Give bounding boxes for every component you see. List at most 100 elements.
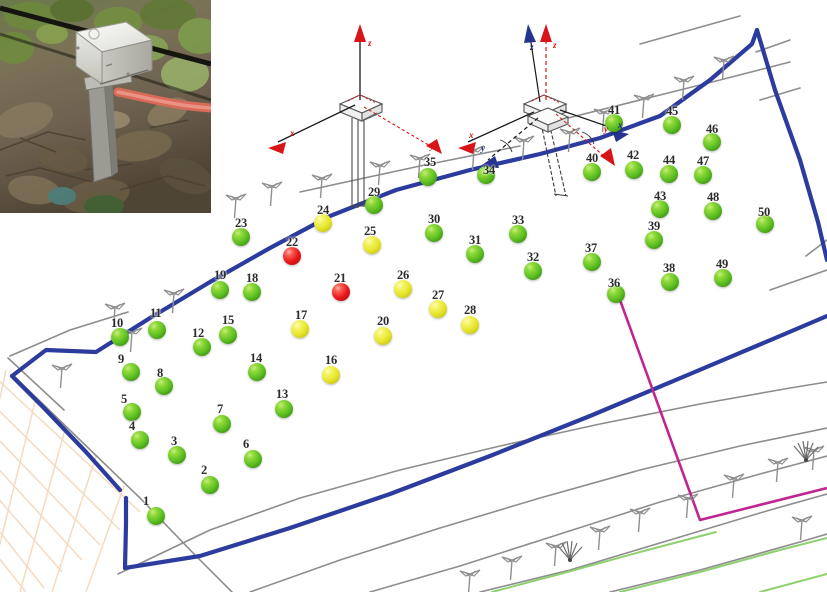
sensor-axis-triad-left — [268, 24, 442, 208]
measurement-point-18[interactable] — [243, 283, 261, 301]
site-boundary — [9, 27, 827, 571]
measurement-point-49[interactable] — [714, 269, 732, 287]
measurement-point-21[interactable] — [332, 283, 350, 301]
measurement-point-label-44: 44 — [663, 153, 675, 167]
measurement-point-46[interactable] — [703, 133, 721, 151]
measurement-point-label-38: 38 — [663, 261, 675, 275]
field-photo-inset — [0, 0, 211, 213]
measurement-point-label-48: 48 — [707, 190, 719, 204]
measurement-point-label-13: 13 — [276, 387, 288, 401]
measurement-point-7[interactable] — [213, 415, 231, 433]
axis-letter-y-red-7: y — [604, 124, 608, 134]
measurement-point-20[interactable] — [374, 327, 392, 345]
measurement-point-32[interactable] — [524, 262, 542, 280]
measurement-point-44[interactable] — [660, 165, 678, 183]
measurement-point-label-6: 6 — [243, 437, 249, 451]
measurement-point-label-30: 30 — [428, 212, 440, 226]
measurement-point-42[interactable] — [625, 161, 643, 179]
measurement-point-label-35: 35 — [424, 155, 436, 169]
measurement-point-9[interactable] — [122, 363, 140, 381]
measurement-point-17[interactable] — [291, 320, 309, 338]
measurement-point-48[interactable] — [704, 202, 722, 220]
measurement-point-8[interactable] — [155, 377, 173, 395]
measurement-point-label-12: 12 — [192, 326, 204, 340]
measurement-point-6[interactable] — [244, 450, 262, 468]
measurement-point-36[interactable] — [607, 285, 625, 303]
measurement-point-3[interactable] — [168, 446, 186, 464]
contour-lines — [7, 15, 827, 592]
measurement-point-38[interactable] — [661, 273, 679, 291]
measurement-point-35[interactable] — [419, 168, 437, 186]
measurement-point-label-29: 29 — [368, 185, 380, 199]
measurement-point-19[interactable] — [211, 281, 229, 299]
measurement-point-22[interactable] — [283, 247, 301, 265]
measurement-point-28[interactable] — [461, 316, 479, 334]
axis-letter-x-blue-8: x — [618, 120, 623, 130]
measurement-point-label-15: 15 — [222, 313, 234, 327]
measurement-point-50[interactable] — [756, 215, 774, 233]
axis-letter-z-red-0: z — [368, 38, 372, 48]
measurement-point-label-27: 27 — [432, 288, 444, 302]
tree-symbols-lower — [459, 440, 825, 592]
measurement-point-27[interactable] — [429, 300, 447, 318]
measurement-point-label-2: 2 — [201, 463, 207, 477]
measurement-point-label-18: 18 — [246, 271, 258, 285]
measurement-point-4[interactable] — [131, 431, 149, 449]
measurement-point-label-50: 50 — [758, 205, 770, 219]
measurement-point-label-5: 5 — [121, 392, 127, 406]
axis-letter-y-red-2: y — [430, 141, 434, 151]
measurement-point-13[interactable] — [275, 400, 293, 418]
measurement-point-label-36: 36 — [608, 276, 620, 290]
measurement-point-label-39: 39 — [648, 219, 660, 233]
measurement-point-label-9: 9 — [118, 352, 124, 366]
measurement-point-label-10: 10 — [111, 316, 123, 330]
measurement-point-15[interactable] — [219, 326, 237, 344]
measurement-point-12[interactable] — [193, 338, 211, 356]
measurement-point-45[interactable] — [663, 116, 681, 134]
measurement-point-34[interactable] — [477, 166, 495, 184]
survey-grid — [0, 369, 141, 592]
measurement-point-label-33: 33 — [512, 213, 524, 227]
measurement-point-41[interactable] — [605, 114, 623, 132]
measurement-point-label-20: 20 — [377, 314, 389, 328]
measurement-point-39[interactable] — [645, 231, 663, 249]
measurement-point-label-4: 4 — [129, 419, 135, 433]
measurement-point-5[interactable] — [123, 403, 141, 421]
measurement-point-23[interactable] — [232, 228, 250, 246]
measurement-point-33[interactable] — [509, 225, 527, 243]
measurement-point-40[interactable] — [583, 163, 601, 181]
measurement-point-11[interactable] — [148, 321, 166, 339]
axis-letter-z-blue-4: z — [530, 42, 534, 52]
measurement-point-37[interactable] — [583, 253, 601, 271]
measurement-point-24[interactable] — [314, 214, 332, 232]
measurement-point-43[interactable] — [651, 200, 669, 218]
measurement-point-label-23: 23 — [235, 216, 247, 230]
measurement-point-31[interactable] — [466, 245, 484, 263]
measurement-point-47[interactable] — [694, 166, 712, 184]
measurement-point-25[interactable] — [363, 236, 381, 254]
measurement-point-label-14: 14 — [250, 351, 262, 365]
measurement-point-1[interactable] — [147, 507, 165, 525]
measurement-point-label-19: 19 — [214, 268, 226, 282]
measurement-point-29[interactable] — [365, 196, 383, 214]
measurement-point-16[interactable] — [322, 366, 340, 384]
measurement-point-label-31: 31 — [469, 233, 481, 247]
measurement-point-label-21: 21 — [334, 271, 346, 285]
measurement-point-label-43: 43 — [654, 189, 666, 203]
vegetation-edge-lines — [491, 531, 827, 592]
measurement-point-label-46: 46 — [706, 122, 718, 136]
measurement-point-label-1: 1 — [143, 494, 149, 508]
measurement-point-26[interactable] — [394, 280, 412, 298]
measurement-point-14[interactable] — [248, 363, 266, 381]
cable-route — [618, 299, 827, 522]
axis-letter-z-red-3: z — [553, 40, 557, 50]
measurement-point-label-32: 32 — [527, 250, 539, 264]
measurement-point-10[interactable] — [111, 328, 129, 346]
measurement-point-2[interactable] — [201, 476, 219, 494]
measurement-point-label-22: 22 — [286, 235, 298, 249]
measurement-point-label-25: 25 — [364, 224, 376, 238]
measurement-point-label-17: 17 — [295, 308, 307, 322]
measurement-point-30[interactable] — [425, 224, 443, 242]
